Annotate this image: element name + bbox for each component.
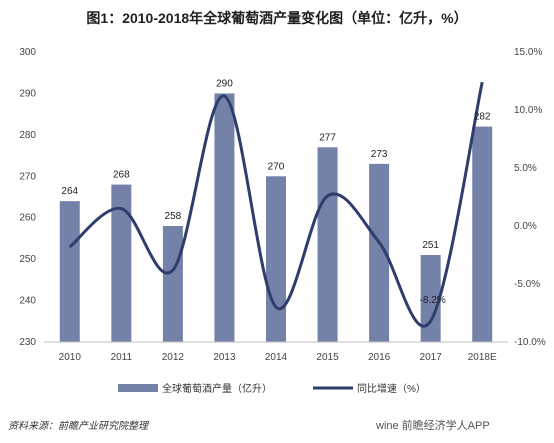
bar: [266, 176, 286, 342]
bar-data-label: 264: [61, 186, 78, 197]
x-tick-label: 2011: [111, 352, 133, 363]
bar: [111, 184, 132, 342]
x-tick-label: 2010: [59, 352, 82, 363]
y-left-tick-label: 280: [19, 130, 36, 141]
bar-data-label: 258: [165, 211, 182, 222]
bars-layer: [59, 93, 493, 342]
y-left-tick-label: 290: [19, 88, 36, 99]
growth-rate-line: [68, 81, 484, 328]
y-left-tick-label: 230: [19, 337, 36, 348]
growth-annotation-label: -8.2%: [420, 295, 446, 306]
y-left-tick-label: 270: [19, 171, 36, 182]
legend-bar-label: 全球葡萄酒产量（亿升）: [162, 382, 272, 395]
y-right-tick-label: -5.0%: [514, 279, 540, 290]
x-tick-label: 2015: [316, 352, 339, 363]
bar-data-label: 277: [319, 132, 336, 143]
y-left-tick-label: 250: [19, 254, 36, 265]
x-tick-label: 2018E: [468, 352, 497, 363]
y-left-tick-label: 260: [19, 213, 36, 224]
x-tick-label: 2017: [420, 352, 443, 363]
y-right-tick-label: -10.0%: [514, 337, 546, 348]
bar-data-label: 270: [268, 161, 285, 172]
bar: [317, 147, 338, 342]
bar-data-label: 251: [422, 240, 439, 251]
x-tick-label: 2016: [368, 352, 391, 363]
source-note: 资料来源：前瞻产业研究院整理: [8, 421, 148, 432]
y-left-tick-label: 300: [19, 47, 36, 58]
bar-data-label: 290: [216, 78, 233, 89]
legend-bar-swatch: [118, 384, 158, 392]
watermark-text: wine 前瞻经济学人APP: [376, 420, 490, 432]
bar: [162, 226, 183, 342]
bar: [369, 163, 390, 342]
legend: 全球葡萄酒产量（亿升） 同比增速（%）: [118, 382, 426, 395]
bar-data-label: 282: [474, 112, 491, 123]
bar: [214, 93, 235, 342]
y-right-tick-label: 5.0%: [514, 163, 537, 174]
bar: [472, 126, 493, 342]
bar-data-label: 273: [371, 149, 388, 160]
y-right-tick-label: 0.0%: [514, 221, 537, 232]
line-layer: [68, 81, 484, 328]
axes-layer: 230 240 250 260 270 280 290 300 -10.0% -5.0% 0.0% 5…: [19, 47, 545, 363]
labels-layer: 264 268 258 290 270 277 273 251 282 -8.2%: [61, 78, 491, 306]
y-right-tick-label: 15.0%: [514, 47, 542, 58]
legend-line-label: 同比增速（%）: [357, 382, 426, 395]
y-left-tick-label: 240: [19, 296, 36, 307]
y-right-tick-label: 10.0%: [514, 105, 542, 116]
bar: [59, 201, 80, 342]
bar-data-label: 268: [113, 170, 130, 181]
x-tick-label: 2012: [162, 352, 185, 363]
chart-title: 图1：2010-2018年全球葡萄酒产量变化图（单位：亿升，%）: [86, 10, 468, 26]
x-tick-label: 2014: [265, 352, 288, 363]
x-tick-label: 2013: [213, 352, 236, 363]
bar: [420, 255, 441, 342]
